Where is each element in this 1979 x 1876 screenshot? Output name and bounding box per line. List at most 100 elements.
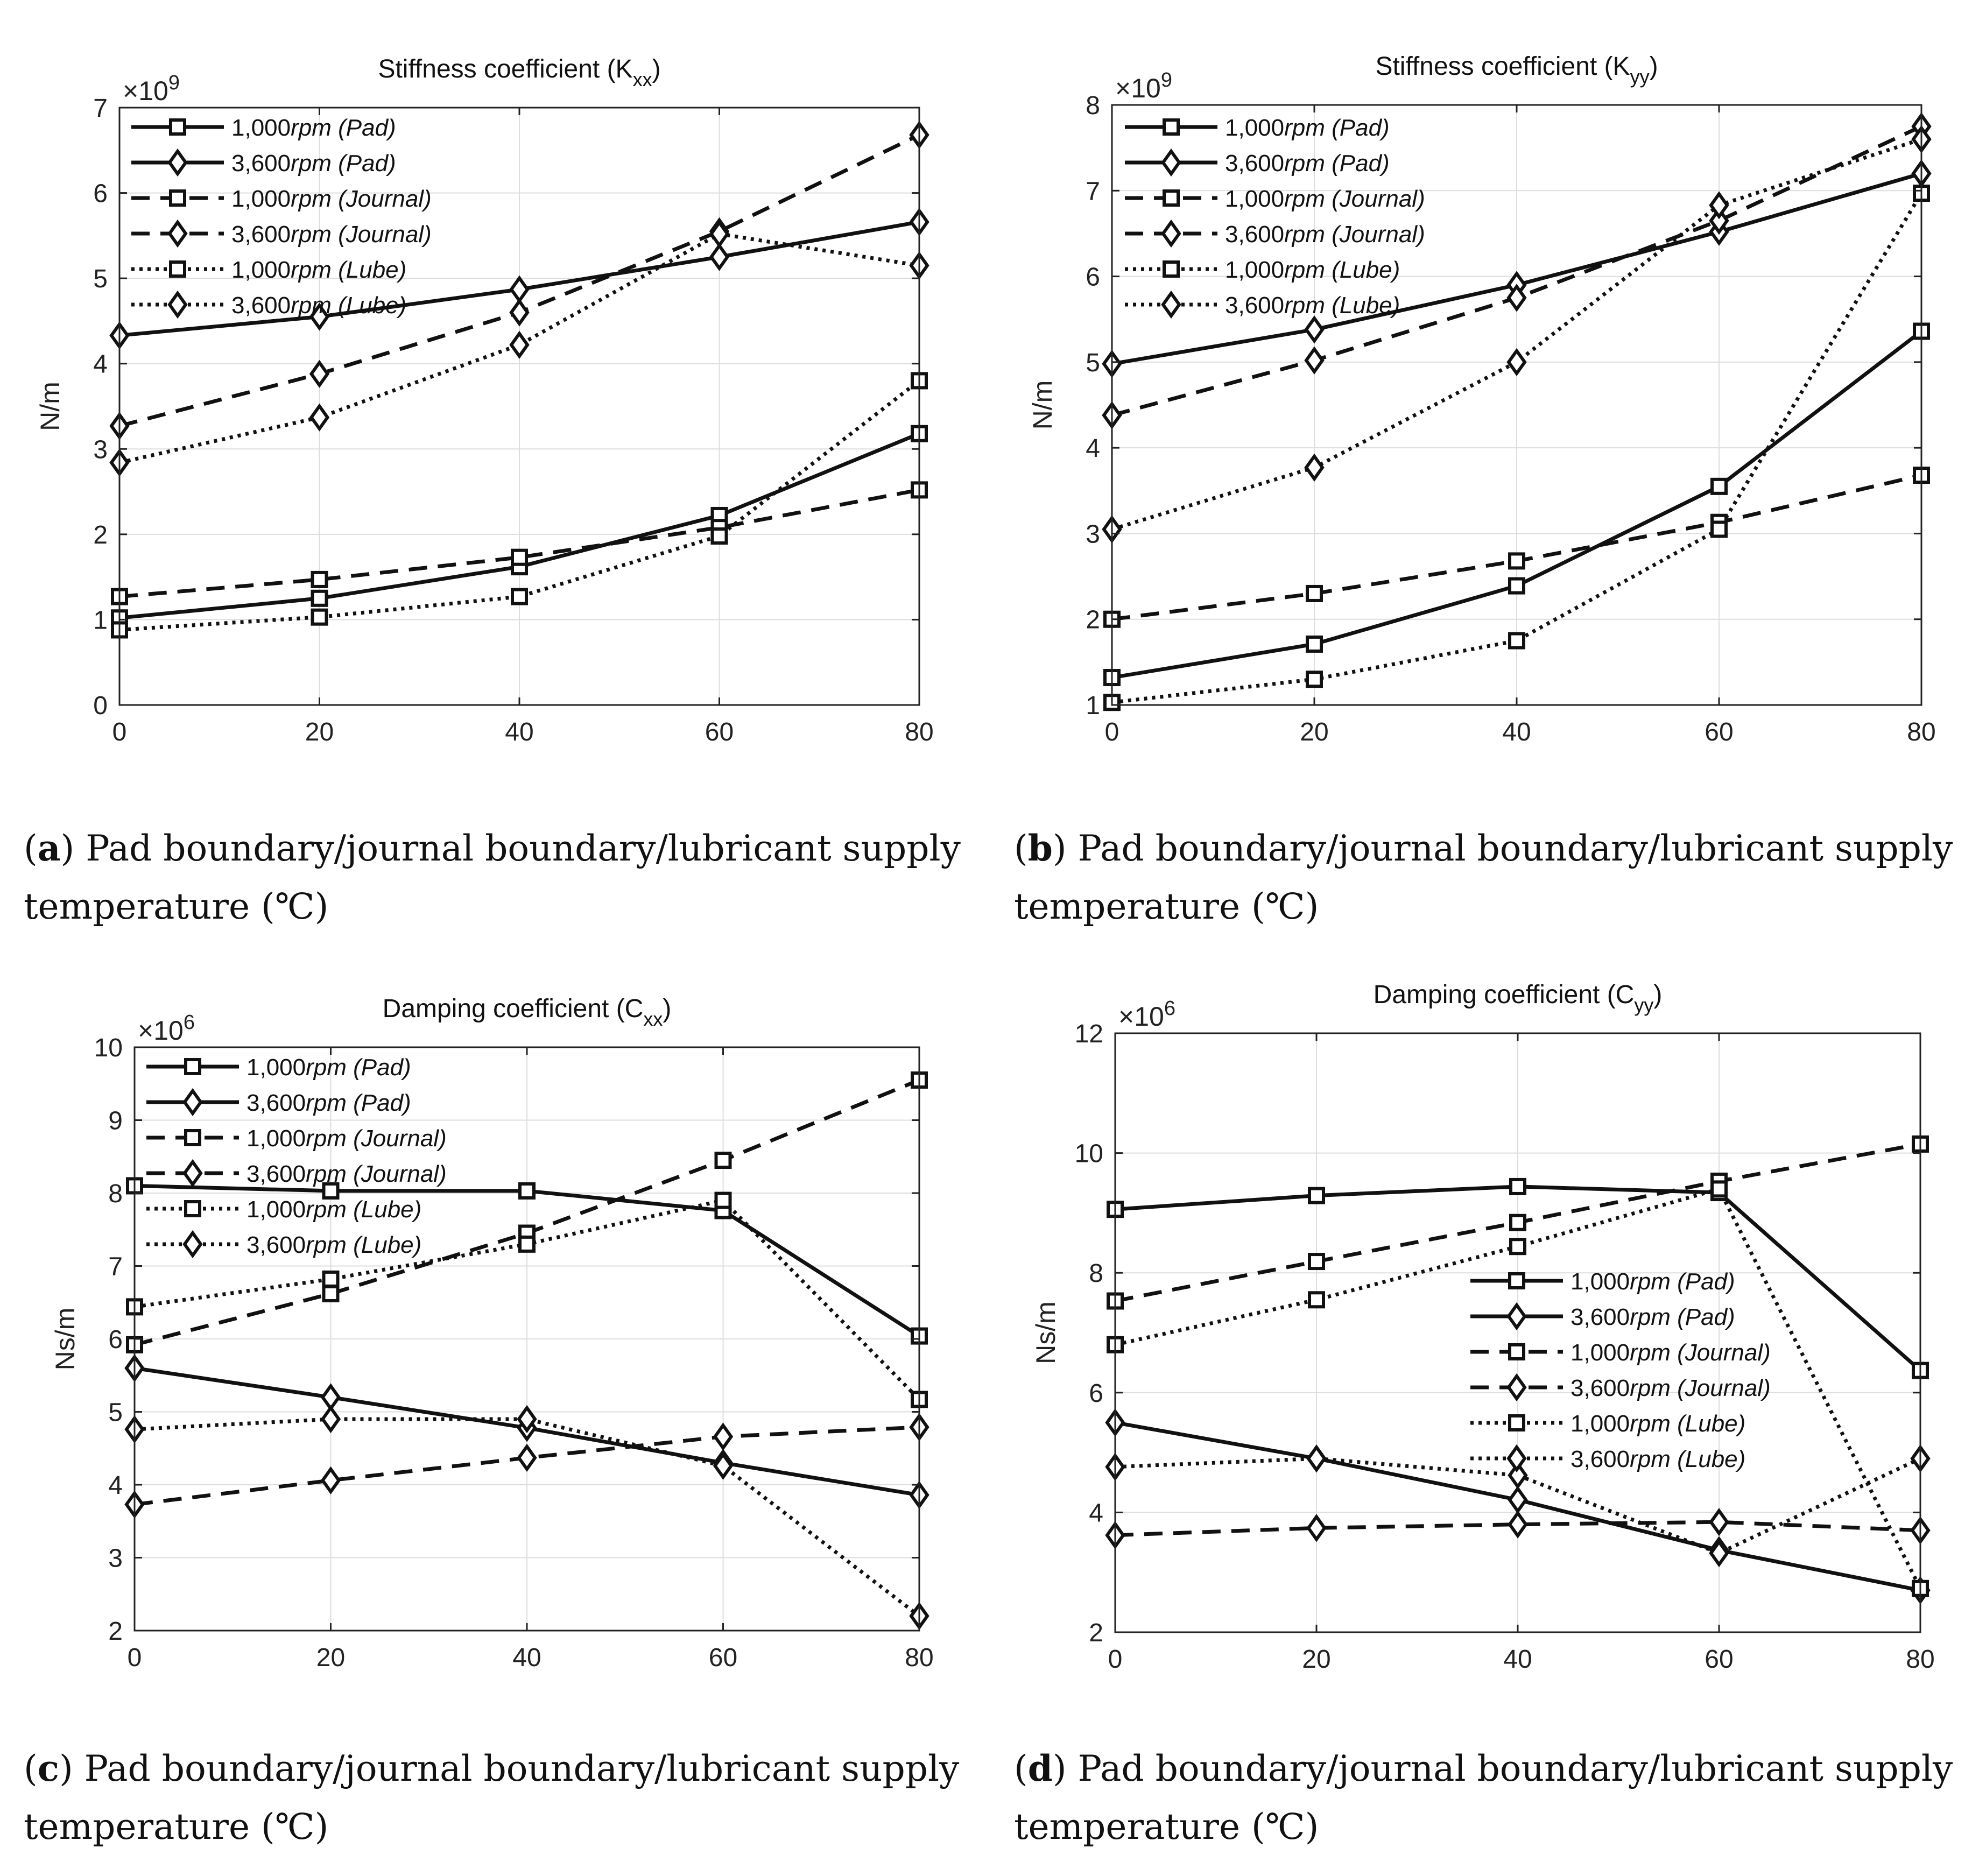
x-tick-label-b-4: 80	[1907, 718, 1935, 746]
legend-unit-b-3: rpm (Journal)	[1284, 221, 1425, 248]
legend-marker-b-0	[1163, 118, 1180, 136]
y-tick-label-c-2: 4	[108, 1471, 123, 1500]
chart-title-main-b: Stiffness coefficient (K	[1375, 52, 1630, 81]
legend-rpm-d-4: 1,000	[1570, 1410, 1630, 1437]
x-tick-label-c-0: 0	[128, 1644, 142, 1672]
data-point-c-5-1	[320, 1405, 341, 1434]
y-tick-label-a-6: 6	[93, 180, 108, 208]
legend-label-c-2: 1,000rpm (Journal)	[247, 1125, 447, 1152]
legend-unit-d-5: rpm (Lube)	[1630, 1446, 1745, 1472]
y-tick-label-d-0: 2	[1089, 1619, 1103, 1647]
legend-label-a-5: 3,600rpm (Lube)	[231, 292, 406, 319]
data-point-d-3-3	[1709, 1508, 1729, 1536]
data-point-c-0-1	[322, 1182, 340, 1200]
legend-rpm-d-1: 3,600	[1570, 1304, 1630, 1330]
y-tick-label-b-7: 8	[1086, 91, 1100, 120]
legend-unit-b-1: rpm (Pad)	[1284, 150, 1390, 177]
legend-marker-c-1	[182, 1088, 203, 1117]
chart-title-close-a: )	[652, 55, 661, 83]
x-tick-label-b-1: 20	[1300, 718, 1328, 746]
legend-marker-c-3	[182, 1159, 203, 1188]
data-point-d-3-1	[1306, 1514, 1327, 1542]
y-exponent-power-c: 6	[184, 1011, 195, 1034]
y-tick-label-d-3: 8	[1089, 1259, 1103, 1288]
y-exponent-power-d: 6	[1164, 997, 1175, 1020]
legend-rpm-d-3: 3,600	[1570, 1375, 1630, 1401]
caption-b-text: Pad boundary/journal boundary/lubricant …	[1077, 828, 1953, 869]
data-point-a-1-1	[309, 302, 330, 331]
legend-label-a-2: 1,000rpm (Journal)	[231, 186, 432, 212]
legend-marker-b-4	[1163, 260, 1180, 278]
caption-b-text2: temperature (℃)	[1014, 886, 1319, 927]
legend-rpm-b-4: 1,000	[1225, 257, 1284, 283]
legend-unit-c-1: rpm (Pad)	[306, 1090, 411, 1116]
y-exponent-base-a: ×10	[123, 76, 168, 106]
legend-marker-b-2	[1163, 189, 1180, 207]
y-tick-label-b-4: 5	[1086, 349, 1100, 377]
data-point-c-3-1	[320, 1466, 341, 1495]
legend-unit-d-2: rpm (Journal)	[1630, 1339, 1771, 1366]
data-point-d-5-1	[1306, 1444, 1327, 1473]
legend-label-c-4: 1,000rpm (Lube)	[247, 1196, 421, 1223]
y-exponent-base-b: ×10	[1115, 73, 1161, 103]
legend-unit-b-5: rpm (Lube)	[1284, 292, 1400, 319]
caption-b-open: (	[1014, 828, 1028, 869]
legend-unit-a-3: rpm (Journal)	[291, 221, 432, 248]
y-exponent-base-d: ×10	[1118, 1002, 1164, 1032]
data-point-a-5-3	[709, 220, 730, 248]
data-point-b-0-2	[1508, 577, 1525, 595]
legend-b: 1,000rpm (Pad)3,600rpm (Pad)1,000rpm (Jo…	[1125, 115, 1425, 319]
legend-label-a-0: 1,000rpm (Pad)	[231, 115, 396, 141]
legend-rpm-d-2: 1,000	[1570, 1339, 1630, 1366]
series-line-a-2	[119, 488, 920, 599]
legend-label-d-2: 1,000rpm (Journal)	[1570, 1339, 1771, 1366]
x-tick-label-a-0: 0	[112, 718, 127, 746]
chart-title-a: Stiffness coefficient (Kxx)	[378, 55, 660, 90]
x-tick-label-b-2: 40	[1502, 718, 1531, 746]
data-point-a-5-1	[309, 403, 330, 432]
data-point-b-4-2	[1508, 632, 1525, 650]
legend-marker-d-0	[1508, 1272, 1525, 1289]
legend-rpm-b-2: 1,000	[1225, 186, 1284, 212]
legend-rpm-a-2: 1,000	[231, 186, 291, 212]
chart-title-close-c: )	[663, 995, 671, 1023]
legend-marker-c-2	[184, 1129, 201, 1146]
legend-marker-d-4	[1508, 1414, 1525, 1431]
data-point-a-0-1	[311, 589, 328, 607]
chart-title-close-d: )	[1653, 981, 1662, 1009]
data-point-a-4-1	[311, 608, 328, 626]
legend-marker-a-0	[169, 118, 186, 136]
legend-label-b-0: 1,000rpm (Pad)	[1225, 115, 1390, 141]
legend-label-a-4: 1,000rpm (Lube)	[231, 257, 406, 283]
data-point-c-4-2	[518, 1235, 536, 1253]
chart-title-sub-b: yy	[1630, 66, 1650, 88]
caption-c-open: (	[24, 1748, 38, 1789]
data-point-d-5-2	[1508, 1461, 1528, 1490]
y-tick-label-d-5: 12	[1075, 1020, 1103, 1048]
chart-title-main-d: Damping coefficient (C	[1374, 981, 1635, 1009]
legend-marker-a-2	[169, 189, 186, 207]
x-tick-label-a-1: 20	[305, 718, 334, 746]
chart-title-main-a: Stiffness coefficient (K	[378, 55, 632, 83]
x-tick-label-d-0: 0	[1108, 1645, 1123, 1674]
legend-unit-c-2: rpm (Journal)	[306, 1125, 447, 1152]
x-tick-label-c-2: 40	[512, 1644, 541, 1672]
x-tick-label-b-3: 60	[1705, 718, 1733, 746]
legend-rpm-b-0: 1,000	[1225, 115, 1284, 141]
data-point-b-2-2	[1508, 552, 1525, 570]
data-point-d-0-2	[1509, 1177, 1526, 1195]
chart-title-sub-d: yy	[1634, 994, 1653, 1016]
data-point-a-2-2	[511, 548, 528, 566]
legend-label-c-0: 1,000rpm (Pad)	[247, 1054, 411, 1081]
legend-marker-a-3	[167, 219, 188, 248]
x-tick-label-c-4: 80	[905, 1644, 933, 1672]
data-point-d-5-3	[1709, 1539, 1729, 1568]
chart-panel-a: 0 20 40 60 80 0 1 2 3 4 5 6 7 ×109 N/m Stiffness coeffi…	[0, 0, 989, 775]
data-point-c-2-3	[714, 1152, 732, 1169]
legend-unit-d-0: rpm (Pad)	[1630, 1268, 1735, 1295]
chart-title-sub-c: xx	[643, 1008, 663, 1030]
data-point-b-0-1	[1306, 635, 1323, 653]
data-point-c-5-2	[517, 1405, 537, 1434]
